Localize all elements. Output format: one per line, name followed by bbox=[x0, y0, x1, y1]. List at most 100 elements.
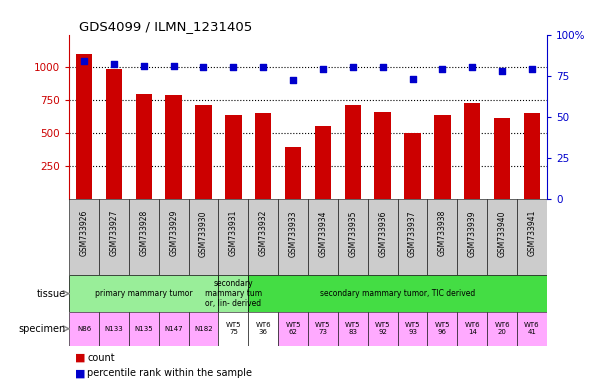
Bar bbox=[517, 199, 547, 275]
Point bbox=[497, 68, 507, 74]
Bar bbox=[344, 105, 361, 199]
Bar bbox=[248, 275, 547, 312]
Point bbox=[438, 66, 447, 72]
Text: GSM733940: GSM733940 bbox=[498, 210, 507, 257]
Bar bbox=[69, 199, 99, 275]
Text: WT5
96: WT5 96 bbox=[435, 322, 450, 335]
Bar bbox=[129, 199, 159, 275]
Bar bbox=[404, 133, 421, 199]
Bar bbox=[368, 199, 398, 275]
Bar bbox=[69, 275, 218, 312]
Text: WT6
41: WT6 41 bbox=[524, 322, 540, 335]
Text: specimen: specimen bbox=[19, 324, 66, 334]
Text: GSM733926: GSM733926 bbox=[79, 210, 88, 257]
Point bbox=[407, 76, 417, 82]
Text: WT5
93: WT5 93 bbox=[405, 322, 420, 335]
Bar bbox=[218, 312, 248, 346]
Text: WT6
20: WT6 20 bbox=[494, 322, 510, 335]
Bar bbox=[427, 199, 457, 275]
Bar bbox=[398, 199, 427, 275]
Text: N133: N133 bbox=[105, 326, 123, 332]
Text: N182: N182 bbox=[194, 326, 213, 332]
Bar bbox=[165, 95, 182, 199]
Bar bbox=[278, 312, 308, 346]
Text: WT5
62: WT5 62 bbox=[285, 322, 301, 335]
Text: GSM733935: GSM733935 bbox=[349, 210, 358, 257]
Text: percentile rank within the sample: percentile rank within the sample bbox=[87, 368, 252, 378]
Bar bbox=[398, 312, 427, 346]
Point bbox=[378, 64, 388, 70]
Bar bbox=[189, 312, 218, 346]
Text: WT6
36: WT6 36 bbox=[255, 322, 271, 335]
Text: GSM733927: GSM733927 bbox=[109, 210, 118, 257]
Bar bbox=[338, 312, 368, 346]
Point bbox=[468, 64, 477, 70]
Bar bbox=[136, 94, 152, 199]
Text: WT5
83: WT5 83 bbox=[345, 322, 361, 335]
Bar bbox=[159, 312, 189, 346]
Text: WT6
14: WT6 14 bbox=[465, 322, 480, 335]
Bar bbox=[76, 54, 93, 199]
Bar bbox=[434, 115, 451, 199]
Point bbox=[79, 58, 89, 64]
Point bbox=[318, 66, 328, 72]
Bar bbox=[255, 113, 272, 199]
Point bbox=[228, 64, 238, 70]
Text: GSM733928: GSM733928 bbox=[139, 210, 148, 256]
Bar bbox=[285, 147, 301, 199]
Point bbox=[139, 63, 148, 69]
Bar bbox=[308, 312, 338, 346]
Text: GSM733934: GSM733934 bbox=[319, 210, 328, 257]
Bar bbox=[308, 199, 338, 275]
Bar bbox=[517, 312, 547, 346]
Bar bbox=[523, 113, 540, 199]
Point bbox=[258, 64, 268, 70]
Bar bbox=[218, 275, 248, 312]
Bar bbox=[218, 199, 248, 275]
Bar bbox=[494, 118, 510, 199]
Bar bbox=[129, 312, 159, 346]
Text: ■: ■ bbox=[75, 353, 85, 363]
Bar bbox=[248, 199, 278, 275]
Text: WT5
75: WT5 75 bbox=[225, 322, 241, 335]
Point bbox=[169, 63, 178, 69]
Text: GSM733929: GSM733929 bbox=[169, 210, 178, 257]
Text: secondary mammary tumor, TIC derived: secondary mammary tumor, TIC derived bbox=[320, 289, 475, 298]
Bar bbox=[189, 199, 218, 275]
Text: GSM733931: GSM733931 bbox=[229, 210, 238, 257]
Text: WT5
73: WT5 73 bbox=[315, 322, 331, 335]
Bar bbox=[457, 199, 487, 275]
Bar bbox=[427, 312, 457, 346]
Bar bbox=[69, 312, 99, 346]
Bar bbox=[106, 69, 122, 199]
Text: secondary
mammary tum
or, lin- derived: secondary mammary tum or, lin- derived bbox=[205, 279, 262, 308]
Bar bbox=[99, 199, 129, 275]
Bar bbox=[315, 126, 331, 199]
Text: N86: N86 bbox=[77, 326, 91, 332]
Text: GSM733939: GSM733939 bbox=[468, 210, 477, 257]
Text: count: count bbox=[87, 353, 115, 363]
Point bbox=[109, 61, 119, 67]
Bar bbox=[248, 312, 278, 346]
Bar bbox=[278, 199, 308, 275]
Text: tissue: tissue bbox=[37, 288, 66, 299]
Point bbox=[199, 64, 209, 70]
Text: GSM733932: GSM733932 bbox=[258, 210, 267, 257]
Bar bbox=[338, 199, 368, 275]
Text: ■: ■ bbox=[75, 368, 85, 378]
Text: WT5
92: WT5 92 bbox=[375, 322, 391, 335]
Text: GSM733930: GSM733930 bbox=[199, 210, 208, 257]
Bar bbox=[225, 114, 242, 199]
Bar bbox=[195, 105, 212, 199]
Text: GSM733936: GSM733936 bbox=[378, 210, 387, 257]
Text: GSM733933: GSM733933 bbox=[288, 210, 297, 257]
Text: GSM733938: GSM733938 bbox=[438, 210, 447, 257]
Text: N147: N147 bbox=[164, 326, 183, 332]
Bar bbox=[159, 199, 189, 275]
Text: GSM733941: GSM733941 bbox=[528, 210, 537, 257]
Text: primary mammary tumor: primary mammary tumor bbox=[95, 289, 192, 298]
Bar bbox=[487, 312, 517, 346]
Text: N135: N135 bbox=[135, 326, 153, 332]
Bar bbox=[374, 112, 391, 199]
Point bbox=[288, 78, 298, 84]
